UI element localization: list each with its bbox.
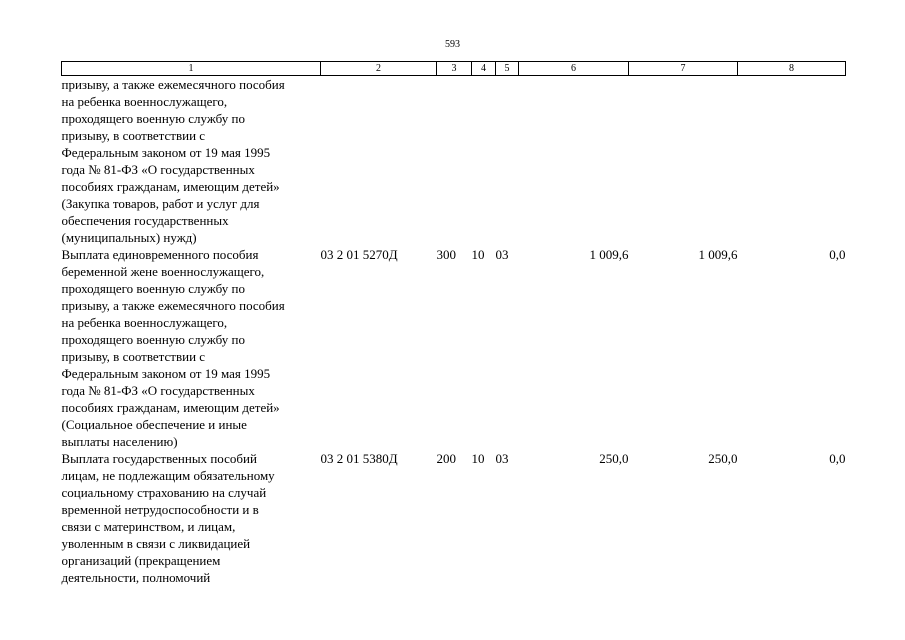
- table-row: призыву, а также ежемесячного пособия на…: [62, 76, 846, 247]
- amount-col8: 0,0: [829, 451, 846, 466]
- description-line: призыву, а также ежемесячного пособия: [61, 77, 285, 92]
- table-row: Выплата государственных пособий лицам, н…: [62, 450, 846, 586]
- column-header-2: 2: [320, 61, 437, 76]
- target-code: [321, 76, 437, 247]
- description-line: деятельности, полномочий: [61, 570, 211, 585]
- description-line: организаций (прекращением: [61, 553, 221, 568]
- table-row: Выплата единовременного пособия беременн…: [62, 246, 846, 450]
- section-code: 10: [471, 451, 485, 466]
- column-header-5: 5: [495, 61, 519, 76]
- row-description: Выплата государственных пособий лицам, н…: [62, 450, 321, 586]
- table-header: 1 2 3 4 5 6 7 8: [61, 61, 846, 76]
- amount-col7: 250,0: [708, 451, 738, 466]
- row-description: Выплата единовременного пособия беременн…: [62, 246, 321, 450]
- budget-table: 1 2 3 4 5 6 7 8 призыву, а также ежемеся…: [61, 61, 846, 586]
- expense-type: 200: [436, 451, 457, 466]
- target-code: 03 2 01 5270Д: [320, 247, 398, 262]
- subsection-code: 03: [495, 247, 509, 262]
- description-line: (Социальное обеспечение и иные: [61, 417, 247, 432]
- subsection-code: 03: [495, 451, 509, 466]
- column-header-6: 6: [518, 61, 629, 76]
- description-line: призыву, в соответствии с: [61, 349, 206, 364]
- description-line: социальному страхованию на случай: [61, 485, 267, 500]
- description-line: на ребенка военнослужащего,: [61, 315, 228, 330]
- description-line: уволенным в связи с ликвидацией: [61, 536, 251, 551]
- amount-col7: [629, 76, 738, 247]
- column-header-3: 3: [436, 61, 472, 76]
- column-header-8: 8: [737, 61, 846, 76]
- column-header-1: 1: [61, 61, 321, 76]
- expense-type: 300: [436, 247, 457, 262]
- description-line: связи с материнством, и лицам,: [61, 519, 236, 534]
- description-line: призыву, в соответствии с: [61, 128, 206, 143]
- description-line: проходящего военную службу по: [61, 332, 245, 347]
- amount-col8: [738, 76, 846, 247]
- amount-col6: 1 009,6: [589, 247, 629, 262]
- amount-col6: 250,0: [599, 451, 629, 466]
- description-line: выплаты населению): [61, 434, 178, 449]
- column-number-row: 1 2 3 4 5 6 7 8: [61, 61, 846, 76]
- expense-type: [437, 76, 472, 247]
- description-line: лицам, не подлежащим обязательному: [61, 468, 275, 483]
- row-description: призыву, а также ежемесячного пособия на…: [62, 76, 321, 247]
- description-line: проходящего военную службу по: [61, 281, 245, 296]
- description-line: года № 81-ФЗ «О государственных: [61, 383, 255, 398]
- section-code: 10: [471, 247, 485, 262]
- description-line: обеспечения государственных: [61, 213, 229, 228]
- column-header-4: 4: [471, 61, 496, 76]
- column-header-7: 7: [628, 61, 738, 76]
- description-line: призыву, а также ежемесячного пособия: [61, 298, 285, 313]
- amount-col8: 0,0: [829, 247, 846, 262]
- description-line: временной нетрудоспособности и в: [61, 502, 259, 517]
- subsection-code: [496, 76, 519, 247]
- amount-col7: 1 009,6: [698, 247, 738, 262]
- description-line: беременной жене военнослужащего,: [61, 264, 265, 279]
- page-number: 593: [445, 39, 460, 50]
- section-code: [472, 76, 496, 247]
- amount-col6: [519, 76, 629, 247]
- description-line: проходящего военную службу по: [61, 111, 245, 126]
- target-code: 03 2 01 5380Д: [320, 451, 398, 466]
- description-line: на ребенка военнослужащего,: [61, 94, 228, 109]
- description-line: Выплата единовременного пособия: [61, 247, 259, 262]
- description-line: пособиях гражданам, имеющим детей»: [61, 179, 280, 194]
- description-line: (Закупка товаров, работ и услуг для: [61, 196, 260, 211]
- description-line: Выплата государственных пособий: [61, 451, 257, 466]
- description-line: Федеральным законом от 19 мая 1995: [61, 366, 271, 381]
- description-line: Федеральным законом от 19 мая 1995: [61, 145, 271, 160]
- description-line: (муниципальных) нужд): [61, 230, 197, 245]
- description-line: пособиях гражданам, имеющим детей»: [61, 400, 280, 415]
- description-line: года № 81-ФЗ «О государственных: [61, 162, 255, 177]
